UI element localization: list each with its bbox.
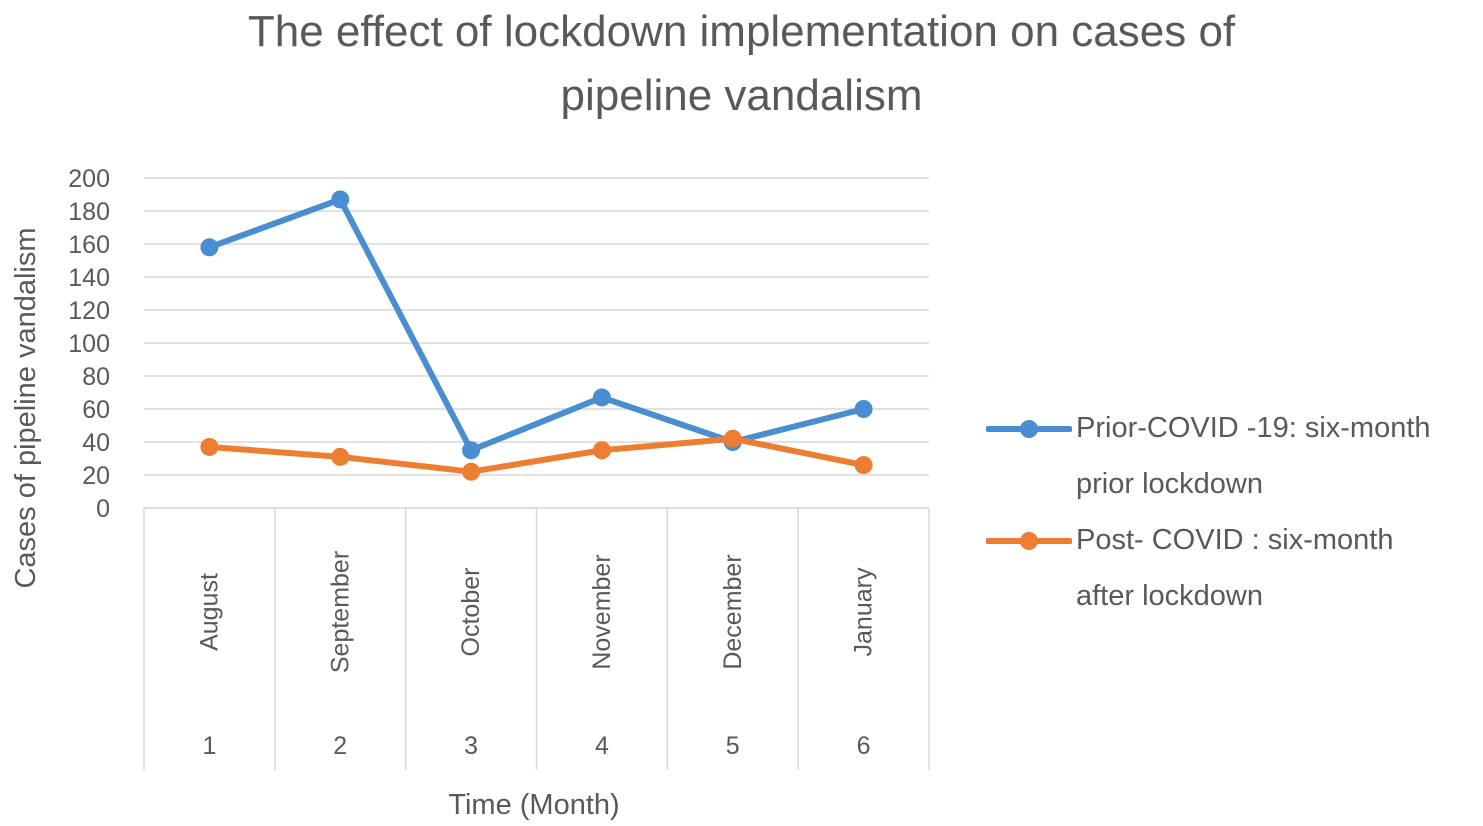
x-tick-label-index: 1 xyxy=(202,732,216,760)
series-layer xyxy=(200,190,873,481)
legend-label-post-covid-line-1: Post- COVID : six-month xyxy=(1076,524,1394,556)
legend-label-prior-covid-line-1: Prior-COVID -19: six-month xyxy=(1076,412,1431,444)
data-point xyxy=(592,441,611,460)
legend-label-post-covid: Post- COVID : six-month after lockdown xyxy=(1076,512,1476,624)
y-tick-label-120: 120 xyxy=(68,297,110,325)
x-tick-label-month: December xyxy=(719,554,747,669)
x-axis-title: Time (Month) xyxy=(448,789,619,821)
x-tick-label-index: 4 xyxy=(595,732,609,760)
y-tick-label-100: 100 xyxy=(68,330,110,358)
x-tick-label-index: 2 xyxy=(333,732,347,760)
series-2 xyxy=(200,429,873,481)
y-tick-label-160: 160 xyxy=(68,231,110,259)
y-tick-label-60: 60 xyxy=(82,396,110,424)
legend-swatch-post-covid xyxy=(986,532,1072,550)
chart-title-line-1: The effect of lockdown implementation on… xyxy=(247,7,1236,56)
x-tick-label-month: October xyxy=(457,568,485,657)
y-axis-ticks: 0 20 40 60 80 100 120 140 160 180 200 xyxy=(68,165,110,523)
data-point xyxy=(200,437,219,456)
x-tick-label-index: 6 xyxy=(857,732,871,760)
x-tick-label-month: January xyxy=(850,567,878,656)
legend-item-prior-covid: Prior-COVID -19: six-month prior lockdow… xyxy=(982,400,1482,512)
data-point xyxy=(200,238,219,257)
data-point xyxy=(331,190,350,209)
data-point xyxy=(331,447,350,466)
y-tick-label-80: 80 xyxy=(82,363,110,391)
category-axis: August 1 September 2 October 3 November 4 Decemb… xyxy=(143,507,930,770)
data-point xyxy=(462,462,481,481)
y-tick-label-140: 140 xyxy=(68,264,110,292)
series-1 xyxy=(200,190,873,460)
series-line-2 xyxy=(206,435,867,475)
chart-title-line-2: pipeline vandalism xyxy=(560,71,923,120)
y-tick-label-40: 40 xyxy=(82,429,110,457)
legend-item-post-covid: Post- COVID : six-month after lockdown xyxy=(982,512,1482,624)
series-line-1 xyxy=(206,196,867,454)
gridlines xyxy=(144,177,929,509)
y-tick-label-0: 0 xyxy=(96,495,110,523)
data-point xyxy=(854,400,873,418)
y-axis-title: Cases of pipeline vandalism xyxy=(10,227,42,588)
x-tick-label-month: September xyxy=(326,551,354,673)
legend-label-prior-covid: Prior-COVID -19: six-month prior lockdow… xyxy=(1076,400,1476,512)
data-point xyxy=(592,388,611,407)
legend-label-prior-covid-line-2: prior lockdown xyxy=(1076,468,1263,500)
chart-title: The effect of lockdown implementation on… xyxy=(0,0,1483,128)
data-point xyxy=(462,441,481,460)
x-tick-label-month: November xyxy=(588,554,616,669)
x-tick-label-index: 5 xyxy=(726,732,740,760)
legend-label-post-covid-line-2: after lockdown xyxy=(1076,580,1263,612)
data-point xyxy=(723,429,742,448)
data-point xyxy=(854,456,873,475)
y-tick-label-200: 200 xyxy=(68,165,110,193)
legend: Prior-COVID -19: six-month prior lockdow… xyxy=(982,400,1482,624)
y-tick-label-20: 20 xyxy=(82,462,110,490)
x-tick-label-index: 3 xyxy=(464,732,478,760)
x-tick-label-month: August xyxy=(195,573,223,651)
y-tick-label-180: 180 xyxy=(68,198,110,226)
legend-swatch-prior-covid xyxy=(986,420,1072,438)
